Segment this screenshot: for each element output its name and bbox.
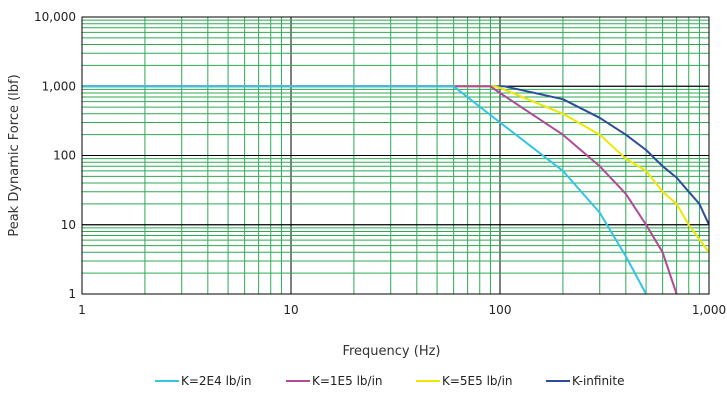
x-tick-label: 1	[78, 303, 86, 317]
x-tick-labels: 1 10 100 1,000	[78, 303, 726, 317]
legend-label: K=1E5 lb/in	[312, 374, 383, 388]
y-tick-label: 10	[61, 218, 76, 232]
y-tick-label: 1,000	[42, 79, 76, 93]
legend-label: K=5E5 lb/in	[442, 374, 513, 388]
series-line-k-1e5-lb-in	[82, 85, 678, 295]
legend: K=2E4 lb/in K=1E5 lb/in K=5E5 lb/in K-infin…	[155, 374, 624, 388]
x-tick-label: 10	[283, 303, 298, 317]
series-line-k-infinite	[82, 85, 710, 226]
y-tick-label: 100	[53, 149, 76, 163]
series-line-k-5e5-lb-in	[82, 85, 710, 253]
series-line-k-2e4-lb-in	[82, 85, 647, 295]
x-tick-label: 1,000	[692, 303, 726, 317]
legend-label: K=2E4 lb/in	[181, 374, 252, 388]
y-tick-labels: 10,000 1,000 100 10 1	[34, 10, 76, 301]
legend-label: K-infinite	[572, 374, 624, 388]
series-layer	[82, 85, 710, 295]
y-tick-label: 1	[68, 287, 76, 301]
plot-frame	[81, 16, 710, 295]
grid	[81, 16, 710, 295]
y-axis-title: Peak Dynamic Force (lbf)	[7, 74, 22, 236]
x-tick-label: 100	[489, 303, 512, 317]
x-axis-title: Frequency (Hz)	[342, 344, 440, 359]
y-tick-label: 10,000	[34, 10, 76, 24]
